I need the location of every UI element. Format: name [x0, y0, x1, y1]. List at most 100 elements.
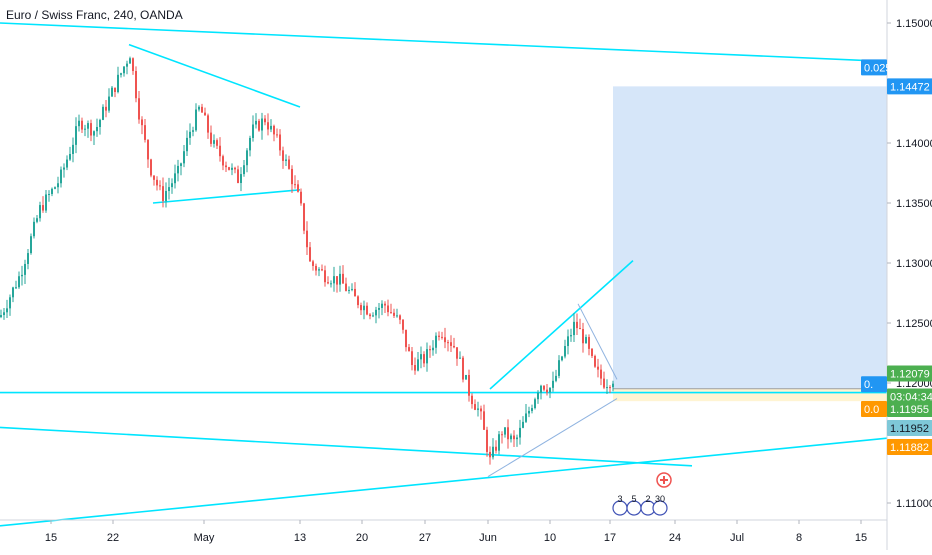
trend-line[interactable] [0, 22, 888, 63]
candle-body [96, 127, 98, 132]
candle-body [510, 435, 512, 440]
candle-body [63, 167, 65, 170]
candle-body [279, 134, 281, 151]
candle-body [84, 128, 86, 130]
candle-body [0, 315, 2, 317]
candle-body [600, 369, 602, 379]
candle-body [546, 389, 548, 393]
candle-body [297, 184, 299, 192]
candle-body [408, 347, 410, 352]
event-marker[interactable] [652, 500, 668, 516]
x-tick-label: 17 [604, 532, 616, 544]
candle-body [441, 336, 443, 338]
candle-body [420, 354, 422, 360]
trend-line[interactable] [489, 260, 634, 390]
candle-body [345, 283, 347, 291]
candle-body [207, 115, 209, 133]
candle-body [582, 329, 584, 344]
candle-body [114, 87, 116, 93]
price-label: 03:04:34 [890, 391, 932, 403]
candle-body [78, 120, 80, 127]
trend-line[interactable] [128, 43, 301, 108]
trend-line[interactable] [0, 426, 693, 467]
candle-body [156, 179, 158, 186]
y-tick-label: 1.14000 [896, 138, 932, 150]
stop-zone [613, 388, 887, 402]
candle-body [579, 328, 581, 330]
candle-body [318, 269, 320, 271]
candle-body [225, 165, 227, 168]
candle-body [33, 221, 35, 237]
candle-body [516, 437, 518, 440]
candle-body [330, 283, 332, 285]
candle-body [453, 345, 455, 348]
aux-line[interactable] [487, 398, 618, 478]
candle-body [111, 87, 113, 97]
aux-line[interactable] [577, 303, 618, 380]
candle-body [540, 385, 542, 393]
candle-body [432, 347, 434, 351]
candle-body [132, 58, 134, 72]
trend-line[interactable] [152, 189, 301, 204]
candle-body [417, 359, 419, 371]
candle-body [552, 380, 554, 388]
candle-body [189, 131, 191, 138]
candle-body [123, 66, 125, 74]
candle-body [486, 429, 488, 452]
candle-body [162, 186, 164, 201]
candle-body [6, 308, 8, 313]
price-label: 1.11952 [890, 423, 929, 435]
candle-body [378, 307, 380, 310]
candle-body [327, 282, 329, 284]
candle-body [90, 123, 92, 136]
candle-body [105, 106, 107, 111]
candle-body [483, 411, 485, 430]
candle-body [138, 98, 140, 120]
candle-body [528, 410, 530, 414]
y-tick-label: 1.13000 [896, 258, 932, 270]
candle-body [66, 159, 68, 168]
candle-body [603, 378, 605, 388]
candle-body [462, 357, 464, 380]
candle-body [372, 315, 374, 317]
x-tick-label: 22 [107, 532, 119, 544]
candle-body [525, 413, 527, 422]
candle-body [534, 399, 536, 409]
candle-body [531, 408, 533, 411]
candle-body [549, 387, 551, 393]
candle-body [186, 137, 188, 152]
candle-body [210, 132, 212, 144]
candle-body [12, 287, 14, 298]
price-label: 0.0 [864, 404, 879, 416]
candle-body [228, 167, 230, 170]
candle-body [72, 144, 74, 154]
x-tick-label: 20 [356, 532, 368, 544]
candle-body [48, 194, 50, 196]
candle-body [489, 451, 491, 458]
candle-body [399, 315, 401, 320]
candle-body [570, 335, 572, 337]
price-label: 1.11955 [890, 404, 929, 416]
candle-body [165, 191, 167, 201]
candle-body [381, 303, 383, 308]
candle-body [252, 124, 254, 138]
candle-body [306, 230, 308, 248]
target-zone [613, 86, 887, 389]
candle-body [456, 347, 458, 359]
price-label-box [887, 365, 932, 382]
candle-body [231, 167, 233, 170]
candle-body [87, 123, 89, 129]
candle-body [42, 205, 44, 211]
x-tick-label: 13 [294, 532, 306, 544]
candle-body [558, 360, 560, 376]
candle-body [336, 276, 338, 285]
candle-body [447, 342, 449, 344]
x-tick-label: May [194, 532, 215, 544]
x-tick-label: 15 [45, 532, 57, 544]
candle-body [180, 163, 182, 166]
candle-body [414, 365, 416, 371]
trend-line[interactable] [0, 437, 888, 527]
candle-body [183, 151, 185, 164]
